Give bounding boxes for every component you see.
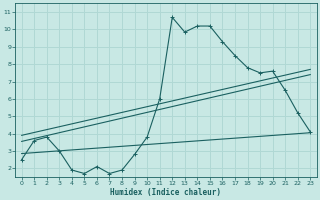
X-axis label: Humidex (Indice chaleur): Humidex (Indice chaleur) [110,188,221,197]
